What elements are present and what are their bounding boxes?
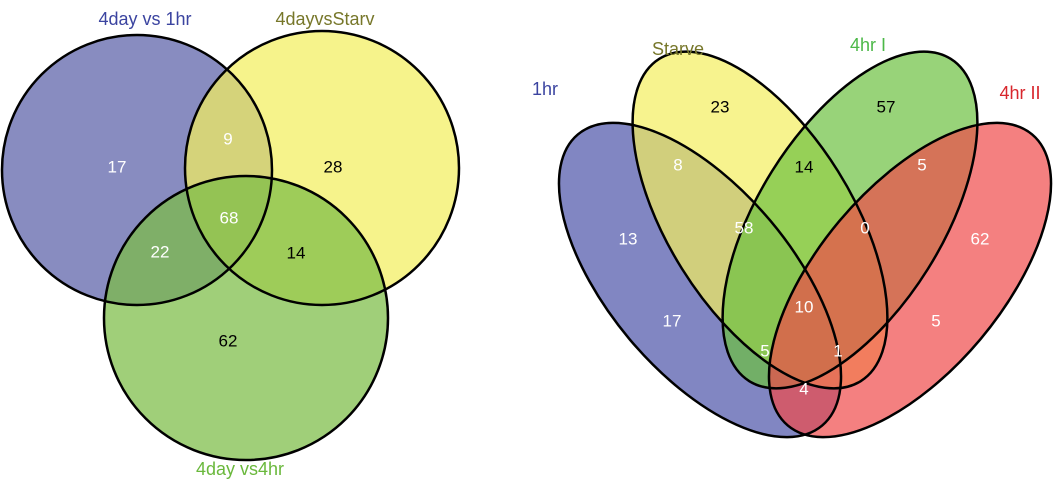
region-count: 68 bbox=[220, 208, 239, 227]
region-count: 0 bbox=[860, 218, 869, 237]
region-count: 28 bbox=[324, 157, 343, 176]
set-circle bbox=[104, 176, 388, 460]
region-count: 1 bbox=[833, 341, 842, 360]
set-label: 4day vs4hr bbox=[196, 459, 284, 479]
set-label: 4day vs 1hr bbox=[98, 9, 191, 29]
set-label: 1hr bbox=[532, 79, 558, 99]
region-count: 5 bbox=[931, 311, 940, 330]
set-label: 4dayvsStarv bbox=[275, 9, 374, 29]
region-count: 14 bbox=[287, 243, 306, 262]
region-count: 17 bbox=[663, 311, 682, 330]
region-count: 9 bbox=[223, 129, 232, 148]
region-count: 62 bbox=[971, 229, 990, 248]
region-count: 57 bbox=[877, 97, 896, 116]
set-label: 4hr II bbox=[999, 83, 1040, 103]
set-label: 4hr I bbox=[850, 35, 886, 55]
set-outline bbox=[183, 29, 461, 307]
set-outline bbox=[557, 121, 843, 439]
set-outline bbox=[767, 121, 1053, 439]
region-count: 14 bbox=[795, 157, 814, 176]
region-count: 8 bbox=[673, 155, 682, 174]
region-count: 13 bbox=[619, 229, 638, 248]
set-outline bbox=[721, 50, 979, 390]
region-count: 10 bbox=[795, 297, 814, 316]
region-count: 17 bbox=[108, 157, 127, 176]
region-count: 5 bbox=[760, 341, 769, 360]
set-outline bbox=[0, 33, 274, 307]
set-label: Starve bbox=[652, 39, 704, 59]
region-count: 22 bbox=[151, 242, 170, 261]
set-outline bbox=[631, 50, 889, 390]
region-count: 5 bbox=[917, 155, 926, 174]
region-count: 4 bbox=[799, 379, 808, 398]
set-outline bbox=[102, 174, 390, 462]
region-count: 62 bbox=[219, 331, 238, 350]
region-count: 23 bbox=[711, 97, 730, 116]
region-count: 58 bbox=[735, 218, 754, 237]
